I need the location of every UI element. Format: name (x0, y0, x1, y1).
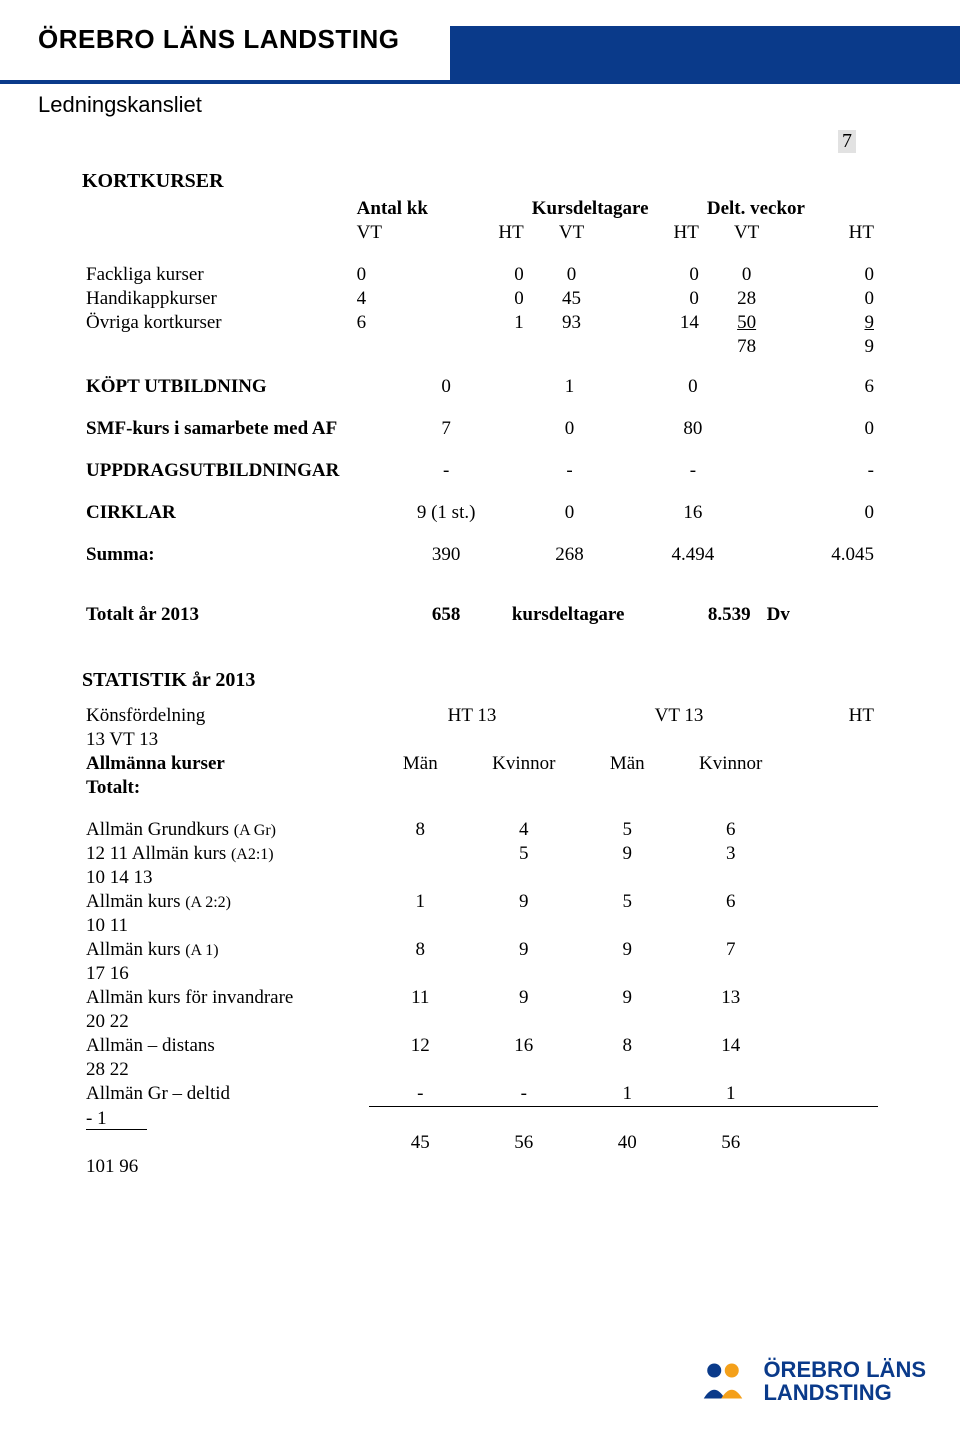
ht13-label: HT 13 (369, 704, 576, 728)
table-row: Övriga kortkurser 6 1 93 14 50 9 (82, 311, 878, 335)
th-ht: HT (440, 221, 528, 245)
totalt-row: Totalt: (82, 776, 878, 800)
row-label: KÖPT UTBILDNING (82, 375, 384, 399)
row-label: Allmän kurs för invandrare (82, 986, 369, 1010)
table-row: Handikappkurser 4 0 45 0 28 0 (82, 287, 878, 311)
col-kursdeltagare: Kursdeltagare (528, 197, 703, 221)
table-row: Allmän – distans 12 16 8 14 (82, 1034, 878, 1058)
term-header-row: VT HT VT HT VT HT (82, 221, 878, 245)
col-delt-veckor: Delt. veckor (703, 197, 878, 221)
footer-logo: ÖREBRO LÄNS LANDSTING (695, 1353, 926, 1409)
row-label: Summa: (82, 543, 384, 567)
row-label: Fackliga kurser (82, 263, 353, 287)
group-header-row: Antal kk Kursdeltagare Delt. veckor (82, 197, 878, 221)
sum-row-cont: 101 96 (82, 1155, 878, 1179)
table-row-cont: 10 14 13 (82, 866, 878, 890)
page-number: 7 (838, 130, 856, 153)
kons-label: Könsfördelning (82, 704, 369, 728)
kons-header-row: Könsfördelning HT 13 VT 13 HT (82, 704, 878, 728)
row-label: Allmän – distans (82, 1034, 369, 1058)
row-label: Allmän Gr – deltid (82, 1082, 369, 1107)
table-row-cont: 17 16 (82, 962, 878, 986)
table-row: Allmän Gr – deltid - - 1 1 (82, 1082, 878, 1107)
row-label: SMF-kurs i samarbete med AF (82, 417, 384, 441)
table-row: CIRKLAR 9 (1 st.) 0 16 0 (82, 501, 878, 525)
table-row: Allmän kurs (A 2:2) 1 9 5 6 (82, 890, 878, 914)
allmanna-label: Allmänna kurser (82, 752, 369, 776)
table-row-cont: 20 22 (82, 1010, 878, 1034)
table-row-cont: 12 11 Allmän kurs (A2:1) 5 9 3 (82, 842, 878, 866)
table-row: KÖPT UTBILDNING 0 1 0 6 (82, 375, 878, 399)
summa-row: Summa: 390 268 4.494 4.045 (82, 543, 878, 567)
table-row-cont: 10 11 (82, 914, 878, 938)
statistik-table: Könsfördelning HT 13 VT 13 HT 13 VT 13 A… (82, 704, 878, 1179)
kons-header-row2: 13 VT 13 (82, 728, 878, 752)
row-label: Allmän kurs (A 1) (82, 938, 369, 962)
mk-header-row: Allmänna kurser Män Kvinnor Män Kvinnor (82, 752, 878, 776)
table-row: Allmän kurs (A 1) 8 9 9 7 (82, 938, 878, 962)
table-row: Fackliga kurser 0 0 0 0 0 0 (82, 263, 878, 287)
sum-row: 45 56 40 56 (82, 1131, 878, 1155)
single-rows-table: KÖPT UTBILDNING 0 1 0 6 SMF-kurs i samar… (82, 375, 878, 627)
suffix-label: 13 VT 13 (82, 728, 369, 752)
orebro-logo-icon (695, 1353, 751, 1409)
kortkurser-title: KORTKURSER (82, 170, 878, 193)
org-title: ÖREBRO LÄNS LANDSTING (38, 24, 400, 55)
row-label: UPPDRAGSUTBILDNINGAR (82, 459, 384, 483)
th-ht: HT (790, 221, 878, 245)
col-antal-kk: Antal kk (353, 197, 528, 221)
table-row: Allmän Grundkurs (A Gr) 8 4 5 6 (82, 818, 878, 842)
table-row: UPPDRAGSUTBILDNINGAR - - - - (82, 459, 878, 483)
th-vt: VT (353, 221, 441, 245)
footer-logo-text: ÖREBRO LÄNS LANDSTING (763, 1358, 926, 1404)
row-label: Allmän kurs (A 2:2) (82, 890, 369, 914)
vt13-label: VT 13 (576, 704, 783, 728)
totalt-label: Totalt: (82, 776, 369, 800)
totalt-ar-row: Totalt år 2013 658 kursdeltagare 8.539 D… (82, 603, 878, 627)
table-row: SMF-kurs i samarbete med AF 7 0 80 0 (82, 417, 878, 441)
row-label: Allmän Grundkurs (A Gr) (82, 818, 369, 842)
table-row-cont: 28 22 (82, 1058, 878, 1082)
row-label: CIRKLAR (82, 501, 384, 525)
header-blue-block (450, 26, 960, 84)
dept-subtitle: Ledningskansliet (38, 92, 202, 118)
page-content: KORTKURSER Antal kk Kursdeltagare Delt. … (82, 170, 878, 1179)
th-vt: VT (703, 221, 791, 245)
row-label: Övriga kortkurser (82, 311, 353, 335)
row-label: Handikappkurser (82, 287, 353, 311)
table-row: Allmän kurs för invandrare 11 9 9 13 (82, 986, 878, 1010)
table-row: 78 9 (82, 335, 878, 359)
ht-label: HT (782, 704, 878, 728)
th-ht: HT (615, 221, 703, 245)
table-row-cont: - 1 (82, 1107, 878, 1132)
th-vt: VT (528, 221, 616, 245)
statistik-title: STATISTIK år 2013 (82, 669, 878, 692)
kortkurser-table: Antal kk Kursdeltagare Delt. veckor VT H… (82, 197, 878, 359)
row-label: Totalt år 2013 (82, 603, 384, 627)
